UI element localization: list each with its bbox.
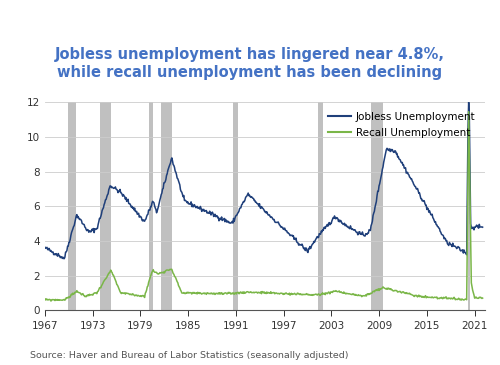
- Bar: [234, 102, 238, 310]
- Bar: [370, 102, 383, 310]
- Bar: [468, 102, 470, 310]
- Bar: [100, 102, 110, 310]
- Bar: [161, 102, 172, 310]
- Bar: [68, 102, 76, 310]
- Bar: [149, 102, 153, 310]
- Text: Source: Haver and Bureau of Labor Statistics (seasonally adjusted): Source: Haver and Bureau of Labor Statis…: [30, 351, 348, 360]
- Legend: Jobless Unemployment, Recall Unemployment: Jobless Unemployment, Recall Unemploymen…: [324, 107, 480, 142]
- Text: Jobless unemployment has lingered near 4.8%,
while recall unemployment has been : Jobless unemployment has lingered near 4…: [55, 47, 445, 80]
- Bar: [318, 102, 323, 310]
